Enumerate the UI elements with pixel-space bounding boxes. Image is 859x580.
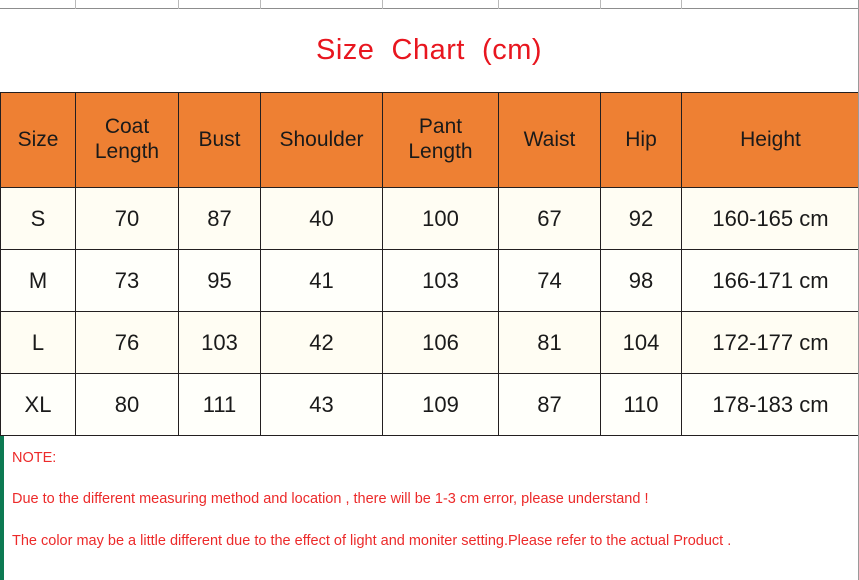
cell-bust: 103 <box>178 311 261 374</box>
header-label: Size <box>17 127 59 151</box>
cell-hip: 92 <box>600 187 682 250</box>
cell-size: S <box>0 187 76 250</box>
header-label-line-1: Coat <box>104 115 150 139</box>
column-header-size: Size <box>0 92 76 188</box>
note-section: NOTE: Due to the different measuring met… <box>0 436 858 580</box>
column-header-pant-length: Pant Length <box>382 92 499 188</box>
cell-coat-length: 70 <box>75 187 179 250</box>
cell-shoulder: 41 <box>260 249 383 312</box>
cell-shoulder: 43 <box>260 373 383 436</box>
cell-size: XL <box>0 373 76 436</box>
top-tick-3 <box>260 0 261 9</box>
cell-coat-length: 80 <box>75 373 179 436</box>
note-heading: NOTE: <box>12 450 57 466</box>
note-line-color-difference: The color may be a little different due … <box>12 532 732 549</box>
cell-pant-length: 100 <box>382 187 499 250</box>
cell-pant-length: 103 <box>382 249 499 312</box>
table-header: Size Coat Length Bust Shoulder Pant Leng… <box>0 92 858 188</box>
cell-bust: 111 <box>178 373 261 436</box>
cell-waist: 81 <box>498 311 601 374</box>
header-label: Shoulder <box>279 127 364 151</box>
table-row: S 70 87 40 100 67 92 160-165 cm <box>0 187 858 250</box>
cell-hip: 98 <box>600 249 682 312</box>
table-body: S 70 87 40 100 67 92 160-165 cm M 73 95 … <box>0 187 858 436</box>
size-chart-table: Size Coat Length Bust Shoulder Pant Leng… <box>0 92 858 436</box>
cell-bust: 95 <box>178 249 261 312</box>
column-header-height: Height <box>681 92 858 188</box>
cell-shoulder: 40 <box>260 187 383 250</box>
cell-height: 172-177 cm <box>681 311 858 374</box>
page-title: Size Chart (cm) <box>315 34 543 66</box>
top-tick-4 <box>382 0 383 9</box>
cell-height: 166-171 cm <box>681 249 858 312</box>
header-label: Bust <box>198 127 241 151</box>
table-row: XL 80 111 43 109 87 110 178-183 cm <box>0 373 858 436</box>
top-tick-1 <box>75 0 76 9</box>
header-label-line-2: Length <box>408 140 473 163</box>
cell-shoulder: 42 <box>260 311 383 374</box>
table-row: L 76 103 42 106 81 104 172-177 cm <box>0 311 858 374</box>
top-divider-strip <box>0 0 858 9</box>
cell-size: L <box>0 311 76 374</box>
note-line-measuring-error: Due to the different measuring method an… <box>12 491 649 508</box>
top-tick-6 <box>600 0 601 9</box>
cell-pant-length: 106 <box>382 311 499 374</box>
column-header-hip: Hip <box>600 92 682 188</box>
header-label-line-2: Length <box>94 140 160 163</box>
column-header-coat-length: Coat Length <box>75 92 179 188</box>
table-row: M 73 95 41 103 74 98 166-171 cm <box>0 249 858 312</box>
header-label: Waist <box>523 127 576 151</box>
cell-coat-length: 73 <box>75 249 179 312</box>
cell-pant-length: 109 <box>382 373 499 436</box>
column-header-bust: Bust <box>178 92 261 188</box>
cell-hip: 110 <box>600 373 682 436</box>
top-tick-2 <box>178 0 179 9</box>
cell-waist: 67 <box>498 187 601 250</box>
header-row: Size Coat Length Bust Shoulder Pant Leng… <box>0 92 858 188</box>
cell-waist: 74 <box>498 249 601 312</box>
column-header-waist: Waist <box>498 92 601 188</box>
top-tick-5 <box>498 0 499 9</box>
cell-height: 178-183 cm <box>681 373 858 436</box>
cell-coat-length: 76 <box>75 311 179 374</box>
cell-size: M <box>0 249 76 312</box>
cell-bust: 87 <box>178 187 261 250</box>
cell-hip: 104 <box>600 311 682 374</box>
column-header-shoulder: Shoulder <box>260 92 383 188</box>
header-label: Hip <box>625 127 657 151</box>
top-tick-7 <box>681 0 682 9</box>
header-label: Height <box>740 127 801 151</box>
cell-height: 160-165 cm <box>681 187 858 250</box>
cell-waist: 87 <box>498 373 601 436</box>
title-row: Size Chart (cm) <box>0 9 858 92</box>
header-label-line-1: Pant <box>418 115 463 139</box>
